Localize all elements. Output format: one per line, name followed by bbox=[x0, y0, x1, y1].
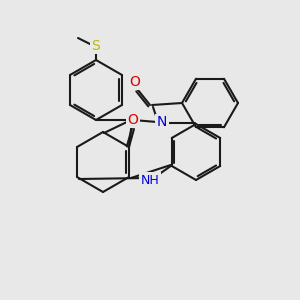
Text: O: O bbox=[128, 113, 138, 127]
Text: NH: NH bbox=[141, 173, 159, 187]
Text: O: O bbox=[130, 75, 140, 89]
Text: N: N bbox=[157, 115, 167, 129]
Text: S: S bbox=[92, 39, 100, 53]
